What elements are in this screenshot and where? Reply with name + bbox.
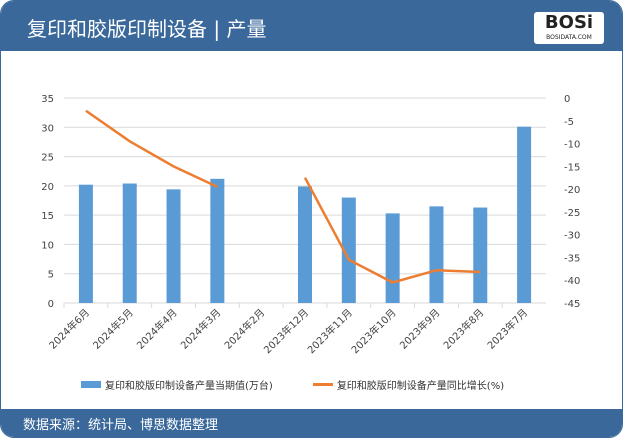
y-left-tick-label: 35: [41, 94, 54, 105]
bar: [429, 206, 444, 303]
bar: [122, 183, 137, 303]
footer: 数据来源：统计局、博思数据整理: [1, 409, 622, 437]
bar: [385, 213, 400, 303]
y-left-tick-label: 0: [48, 299, 54, 310]
line-series: [85, 109, 218, 188]
y-right-tick-label: -10: [564, 140, 580, 151]
x-tick-label: 2023年11月: [305, 306, 355, 356]
y-right-tick-label: -15: [564, 162, 580, 173]
legend-item-bar: 复印和胶版印制设备产量当期值(万台): [81, 377, 273, 392]
x-tick-label: 2023年8月: [441, 306, 487, 352]
y-right-tick-label: -5: [564, 117, 574, 128]
y-left-tick-label: 20: [41, 182, 54, 193]
bar: [210, 178, 225, 303]
line-series: [303, 177, 481, 284]
x-tick-label: 2024年5月: [90, 306, 136, 352]
x-tick-label: 2023年7月: [484, 306, 530, 352]
x-tick-label: 2024年6月: [46, 306, 92, 352]
x-tick-label: 2023年9月: [397, 306, 443, 352]
bosi-logo: BOSi BOSIDATA.COM: [534, 12, 604, 44]
header: 复印和胶版印制设备 | 产量 BOSi BOSIDATA.COM: [1, 1, 622, 51]
y-right-tick-label: -40: [564, 276, 580, 287]
bar: [78, 184, 93, 303]
bar-swatch: [81, 381, 101, 388]
x-tick-label: 2024年4月: [134, 306, 180, 352]
bar: [517, 126, 532, 303]
bar: [341, 197, 356, 303]
y-right-tick-label: -30: [564, 231, 580, 242]
y-right-tick-label: 0: [564, 94, 570, 105]
y-left-tick-label: 30: [41, 123, 54, 134]
y-right-tick-label: -45: [564, 299, 580, 310]
x-tick-label: 2023年10月: [348, 306, 398, 356]
y-right-tick-label: -35: [564, 253, 580, 264]
y-left-tick-label: 25: [41, 153, 54, 164]
x-tick-label: 2024年3月: [178, 306, 224, 352]
y-right-tick-label: -20: [564, 185, 580, 196]
y-left-tick-label: 5: [48, 270, 54, 281]
chart: 0 5 10 15 20 25 30 35 0 -5 -10 -15 -20 -25 -30 -35 -40 -4…: [41, 94, 580, 356]
source-note: 数据来源：统计局、博思数据整理: [23, 418, 219, 433]
y-right-tick-label: -25: [564, 208, 580, 219]
bar: [473, 207, 488, 303]
legend: 复印和胶版印制设备产量当期值(万台) 复印和胶版印制设备产量同比增长(%): [81, 377, 504, 392]
line-swatch: [312, 383, 333, 386]
page-title: 复印和胶版印制设备 | 产量: [27, 17, 267, 41]
y-left-tick-label: 10: [41, 240, 54, 251]
legend-item-line: 复印和胶版印制设备产量同比增长(%): [312, 377, 504, 392]
bar: [166, 189, 181, 303]
x-tick-label: 2023年12月: [261, 306, 311, 356]
y-left-tick-label: 15: [41, 211, 54, 222]
bar: [298, 186, 312, 303]
x-tick-label: 2024年2月: [221, 306, 267, 352]
